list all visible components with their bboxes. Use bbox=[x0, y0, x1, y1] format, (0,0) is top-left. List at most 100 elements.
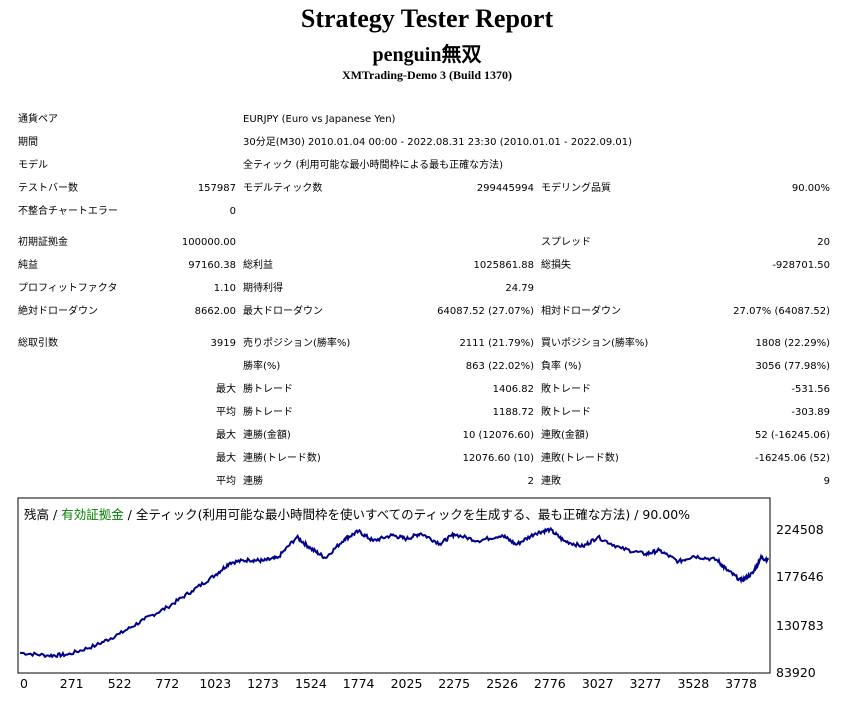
long-value: 1808 (22.29%) bbox=[755, 338, 830, 349]
chart-frame bbox=[17, 497, 771, 674]
largest-loss-label: 敗トレード bbox=[541, 384, 591, 395]
max-dd-value: 64087.52 (27.07%) bbox=[437, 306, 534, 317]
server-build: XMTrading-Demo 3 (Build 1370) bbox=[341, 68, 513, 82]
x-tick-label: 0 bbox=[20, 676, 28, 691]
x-tick-label: 2025 bbox=[390, 676, 423, 691]
bars-label: テストバー数 bbox=[18, 183, 78, 194]
max-cons-loss-amt-label: 連敗(金額) bbox=[541, 430, 589, 441]
legend-balance: 残高 bbox=[24, 507, 50, 522]
trades-value: 3919 bbox=[210, 338, 236, 349]
gross-profit-label: 総利益 bbox=[243, 260, 273, 271]
x-tick-label: 522 bbox=[107, 676, 132, 691]
max-prefix: 最大 bbox=[216, 384, 236, 395]
balance-series-line bbox=[19, 526, 769, 659]
bars-value: 157987 bbox=[197, 183, 236, 194]
trades-label: 総取引数 bbox=[18, 338, 58, 349]
avg-prefix-2: 平均 bbox=[216, 476, 236, 487]
legend-rest: / 全ティック(利用可能な最小時間枠を使いすべてのティックを生成する、最も正確な… bbox=[123, 507, 691, 522]
symbol-value: EURJPY (Euro vs Japanese Yen) bbox=[243, 114, 396, 125]
model-label: モデル bbox=[18, 160, 48, 171]
abs-dd-label: 絶対ドローダウン bbox=[18, 306, 98, 317]
x-tick-label: 1774 bbox=[342, 676, 375, 691]
y-tick-label: 224508 bbox=[776, 522, 824, 537]
spread-label: スプレッド bbox=[541, 237, 591, 248]
x-tick-label: 1023 bbox=[199, 676, 232, 691]
x-tick-label: 2526 bbox=[486, 676, 519, 691]
max-cons-win-amt-value: 10 (12076.60) bbox=[462, 430, 534, 441]
abs-dd-value: 8662.00 bbox=[194, 306, 236, 317]
avg-prefix: 平均 bbox=[216, 407, 236, 418]
avg-win-value: 1188.72 bbox=[492, 407, 534, 418]
loss-label: 負率 (%) bbox=[541, 361, 582, 372]
chart-legend: 残高 / 有効証拠金 / 全ティック(利用可能な最小時間枠を使いすべてのティック… bbox=[24, 504, 690, 523]
x-tick-label: 3528 bbox=[677, 676, 710, 691]
x-tick-label: 3778 bbox=[725, 676, 757, 691]
deposit-value: 100000.00 bbox=[181, 237, 236, 248]
win-value: 863 (22.02%) bbox=[465, 361, 534, 372]
x-tick-label: 2275 bbox=[438, 676, 471, 691]
max-prefix-2: 最大 bbox=[216, 430, 236, 441]
x-tick-label: 271 bbox=[59, 676, 84, 691]
avg-cons-win-value: 2 bbox=[527, 476, 534, 487]
net-value: 97160.38 bbox=[188, 260, 236, 271]
quality-value: 90.00% bbox=[791, 183, 830, 194]
gross-loss-value: -928701.50 bbox=[772, 260, 830, 271]
short-value: 2111 (21.79%) bbox=[459, 338, 534, 349]
x-tick-label: 2776 bbox=[533, 676, 566, 691]
legend-equity: 有効証拠金 bbox=[61, 507, 124, 522]
ea-name: penguin無双 bbox=[0, 38, 854, 67]
largest-win-value: 1406.82 bbox=[492, 384, 534, 395]
rel-dd-value: 27.07% (64087.52) bbox=[733, 306, 830, 317]
avg-loss-value: -303.89 bbox=[791, 407, 830, 418]
gross-profit-value: 1025861.88 bbox=[473, 260, 534, 271]
rel-dd-label: 相対ドローダウン bbox=[541, 306, 621, 317]
pf-label: プロフィットファクタ bbox=[18, 283, 118, 294]
ticks-value: 299445994 bbox=[476, 183, 534, 194]
expected-value: 24.79 bbox=[505, 283, 534, 294]
x-tick-label: 772 bbox=[155, 676, 180, 691]
ea-name-latin: penguin bbox=[372, 44, 442, 66]
max-cons-win-amt-label: 連勝(金額) bbox=[243, 430, 291, 441]
x-tick-label: 3027 bbox=[581, 676, 614, 691]
period-value: 30分足(M30) 2010.01.04 00:00 - 2022.08.31 … bbox=[243, 137, 632, 148]
loss-value: 3056 (77.98%) bbox=[755, 361, 830, 372]
mismatch-label: 不整合チャートエラー bbox=[18, 206, 118, 217]
x-tick-label: 1524 bbox=[294, 676, 327, 691]
pf-value: 1.10 bbox=[213, 283, 236, 294]
max-cons-win-cnt-value: 12076.60 (10) bbox=[462, 453, 534, 464]
ticks-label: モデルティック数 bbox=[243, 183, 323, 194]
symbol-label: 通貨ペア bbox=[18, 114, 58, 125]
quality-label: モデリング品質 bbox=[541, 183, 611, 194]
short-label: 売りポジション(勝率%) bbox=[243, 338, 351, 349]
gross-loss-label: 総損失 bbox=[541, 260, 571, 271]
max-cons-loss-cnt-label: 連敗(トレード数) bbox=[541, 453, 619, 464]
y-tick-label: 177646 bbox=[776, 569, 824, 584]
win-label: 勝率(%) bbox=[243, 361, 281, 372]
net-label: 純益 bbox=[18, 260, 38, 271]
deposit-label: 初期証拠金 bbox=[18, 237, 68, 248]
max-cons-loss-cnt-value: -16245.06 (52) bbox=[754, 453, 830, 464]
max-prefix-3: 最大 bbox=[216, 453, 236, 464]
mismatch-value: 0 bbox=[229, 206, 236, 217]
x-tick-label: 3277 bbox=[629, 676, 662, 691]
expected-label: 期待利得 bbox=[243, 283, 283, 294]
y-tick-label: 83920 bbox=[776, 665, 816, 680]
largest-loss-value: -531.56 bbox=[791, 384, 830, 395]
avg-cons-loss-value: 9 bbox=[823, 476, 830, 487]
period-label: 期間 bbox=[18, 137, 38, 148]
report-title: Strategy Tester Report bbox=[300, 4, 554, 33]
avg-cons-loss-label: 連敗 bbox=[541, 476, 561, 487]
max-cons-win-cnt-label: 連勝(トレード数) bbox=[243, 453, 321, 464]
max-dd-label: 最大ドローダウン bbox=[243, 306, 323, 317]
x-tick-label: 1273 bbox=[247, 676, 279, 691]
avg-cons-win-label: 連勝 bbox=[243, 476, 263, 487]
model-value: 全ティック (利用可能な最小時間枠による最も正確な方法) bbox=[243, 160, 504, 171]
avg-loss-label: 敗トレード bbox=[541, 407, 591, 418]
max-cons-loss-amt-value: 52 (-16245.06) bbox=[754, 430, 830, 441]
spread-value: 20 bbox=[817, 237, 830, 248]
ea-name-jp: 無双 bbox=[441, 42, 482, 66]
legend-sep: / bbox=[49, 507, 62, 522]
y-tick-label: 130783 bbox=[776, 618, 824, 633]
avg-win-label: 勝トレード bbox=[243, 407, 293, 418]
